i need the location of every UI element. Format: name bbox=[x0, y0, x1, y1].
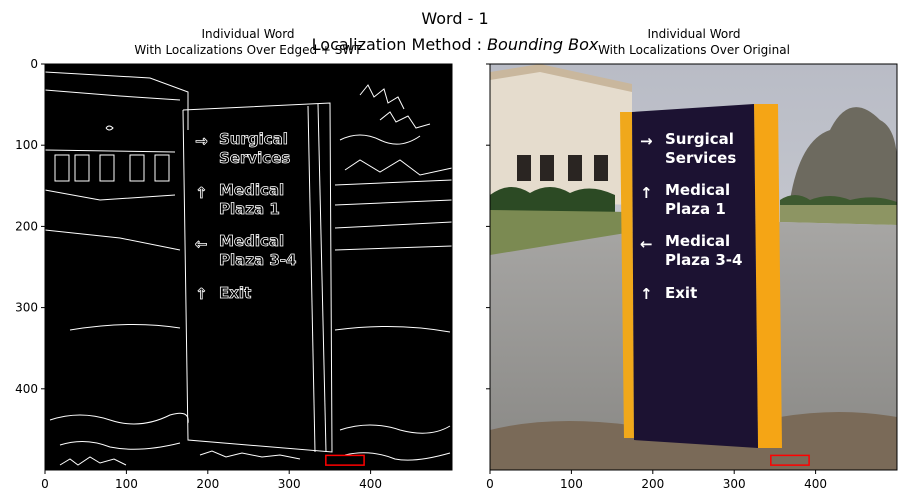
x-tick-label: 100 bbox=[115, 477, 138, 491]
x-tick-label: 300 bbox=[278, 477, 301, 491]
edge-contours bbox=[44, 71, 453, 466]
localization-box-left bbox=[325, 454, 365, 466]
photo-grass-left bbox=[490, 210, 632, 260]
photo-sign-line-6: Plaza 3-4 bbox=[665, 251, 742, 269]
x-tick-label: 200 bbox=[196, 477, 219, 491]
photo-sign-text: → Surgical Services ↑ Medical Plaza 1 ← … bbox=[640, 130, 742, 303]
edge-sign-line-5: Medical bbox=[219, 232, 284, 250]
right-title-line-2: With Localizations Over Original bbox=[598, 43, 790, 57]
y-tick-label: 400 bbox=[15, 382, 38, 396]
edge-arrow-left: ← bbox=[195, 235, 208, 253]
photo-trees bbox=[790, 107, 898, 210]
photo-arrow-left: ← bbox=[640, 235, 653, 253]
photo-sign-line-7: Exit bbox=[665, 284, 697, 302]
edge-arrow-up-2: ↑ bbox=[195, 285, 208, 303]
left-axis-ticks: 0 100 200 300 400 0 100 200 300 400 bbox=[15, 57, 382, 491]
right-axes-frame bbox=[489, 63, 898, 471]
edge-sign-line-3: Medical bbox=[219, 181, 284, 199]
right-axis-ticks: 0 100 200 300 400 bbox=[486, 63, 827, 491]
photo-sign-line-4: Plaza 1 bbox=[665, 200, 726, 218]
y-tick-label: 0 bbox=[30, 57, 38, 71]
edge-sign-line-1: Surgical bbox=[219, 130, 288, 148]
photo-building-windows bbox=[517, 155, 608, 181]
photo-grass-right bbox=[780, 205, 897, 225]
photo-hedges bbox=[490, 186, 615, 215]
x-tick-label: 200 bbox=[641, 477, 664, 491]
localization-box-right bbox=[770, 454, 810, 466]
right-title-line-1: Individual Word bbox=[647, 27, 740, 41]
left-panel: → Surgical Services ↑ Medical Plaza 1 ← … bbox=[15, 27, 453, 491]
left-title-line-2: With Localizations Over Edged + SWT bbox=[134, 43, 362, 57]
edge-sign-line-4: Plaza 1 bbox=[219, 200, 280, 218]
figure-title-line-1: Word - 1 bbox=[421, 9, 488, 28]
photo-sign-body bbox=[632, 104, 758, 448]
x-tick-label: 100 bbox=[560, 477, 583, 491]
photo-sign-line-1: Surgical bbox=[665, 130, 734, 148]
edge-arrow-right: → bbox=[195, 132, 208, 150]
x-tick-label: 400 bbox=[359, 477, 382, 491]
edge-sign-text: → Surgical Services ↑ Medical Plaza 1 ← … bbox=[195, 130, 297, 304]
edge-sign-line-6: Plaza 3-4 bbox=[219, 251, 296, 269]
edge-arrow-up: ↑ bbox=[195, 184, 208, 202]
x-tick-label: 400 bbox=[804, 477, 827, 491]
photo-sign-left-edge bbox=[620, 112, 634, 438]
photo-arrow-up: ↑ bbox=[640, 184, 653, 202]
edge-image-background bbox=[45, 64, 452, 470]
photo-sign-line-3: Medical bbox=[665, 181, 730, 199]
y-tick-label: 100 bbox=[15, 138, 38, 152]
x-tick-label: 0 bbox=[41, 477, 49, 491]
photo-building-roof bbox=[490, 64, 632, 92]
figure-title-line-2: Localization Method : Bounding Box bbox=[312, 35, 599, 54]
left-axes-frame bbox=[44, 63, 453, 471]
x-tick-label: 300 bbox=[723, 477, 746, 491]
photo-sign-right-edge bbox=[754, 104, 782, 448]
photo-sign-line-2: Services bbox=[665, 149, 736, 167]
photo-arrow-right: → bbox=[640, 132, 653, 150]
photo-building bbox=[490, 70, 632, 205]
left-title-line-1: Individual Word bbox=[201, 27, 294, 41]
y-tick-label: 300 bbox=[15, 301, 38, 315]
edge-sign-line-2: Services bbox=[219, 149, 290, 167]
right-panel: → Surgical Services ↑ Medical Plaza 1 ← … bbox=[486, 27, 898, 491]
photo-sign-line-5: Medical bbox=[665, 232, 730, 250]
y-tick-label: 200 bbox=[15, 219, 38, 233]
photo-arrow-up-2: ↑ bbox=[640, 285, 653, 303]
figure-title-method: Bounding Box bbox=[487, 35, 599, 54]
edge-sign-line-7: Exit bbox=[219, 284, 251, 302]
figure-title-prefix: Localization Method : bbox=[312, 35, 487, 54]
x-tick-label: 0 bbox=[486, 477, 494, 491]
